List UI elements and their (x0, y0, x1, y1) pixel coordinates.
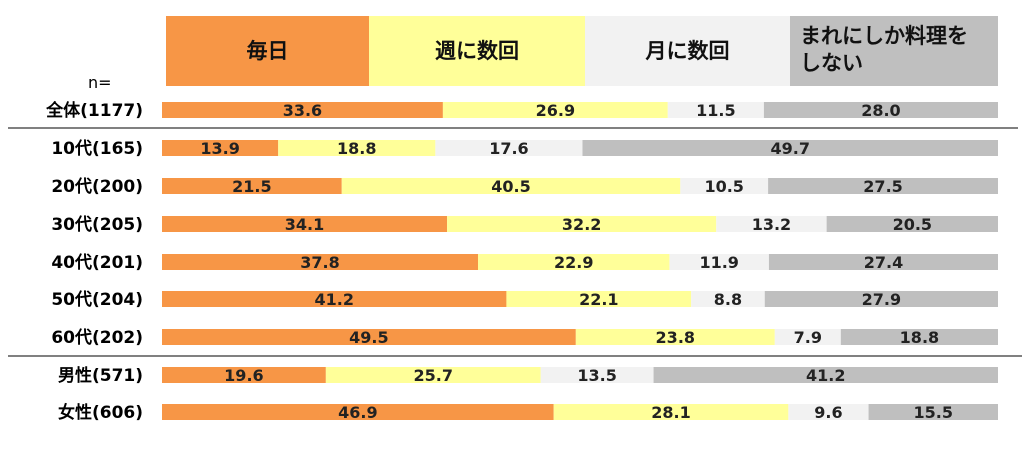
bar-row6-series2 (506, 291, 692, 307)
bar-row4-series3 (716, 216, 827, 232)
bar-row8-series3 (540, 367, 654, 383)
value-label-row6-series4: 27.9 (862, 290, 901, 309)
legend-label-1: 毎日 (247, 39, 289, 63)
value-label-row8-series1: 19.6 (224, 366, 263, 385)
value-label-row4-series2: 32.2 (562, 215, 601, 234)
value-label-row2-series1: 13.9 (200, 139, 239, 158)
value-label-row7-series4: 18.8 (900, 328, 939, 347)
bar-row9-series2 (553, 404, 789, 420)
category-label-4: 30代(205) (51, 214, 143, 235)
legend-label-3: 月に数回 (645, 39, 730, 63)
value-label-row5-series1: 37.8 (300, 253, 339, 272)
bar-row5-series3 (669, 254, 769, 270)
bar-row7-series2 (575, 329, 775, 345)
category-label-9: 女性(606) (58, 402, 143, 423)
bar-row1-series3 (667, 102, 764, 118)
legend-swatch-1 (166, 16, 369, 86)
category-label-5: 40代(201) (51, 252, 143, 273)
legend-label-4: まれにしか料理をしない (800, 24, 968, 75)
value-label-row5-series2: 22.9 (554, 253, 593, 272)
legend-label-4-line2: しない (800, 51, 863, 75)
value-label-row5-series4: 27.4 (864, 253, 903, 272)
bar-row1-series1 (162, 102, 443, 118)
value-label-row8-series4: 41.2 (806, 366, 845, 385)
bar-row2-series2 (278, 140, 436, 156)
value-label-row1-series4: 28.0 (861, 101, 900, 120)
bar-row3-series3 (680, 178, 769, 194)
category-label-6: 50代(204) (51, 289, 143, 310)
value-label-row5-series3: 11.9 (699, 253, 738, 272)
bars: 33.6 26.9 11.5 28.0 13.9 18.8 17.6 49.7 21.5 40.5… (162, 101, 998, 422)
bar-row6-series1 (162, 291, 507, 307)
legend-swatch-4 (790, 16, 998, 86)
bar-row6-series4 (764, 291, 998, 307)
group-separators (8, 127, 1022, 357)
bar-row2-series1 (162, 140, 279, 156)
value-label-row6-series2: 22.1 (579, 290, 618, 309)
value-label-row6-series3: 8.8 (714, 290, 742, 309)
value-label-row3-series2: 40.5 (491, 177, 530, 196)
category-label-8: 男性(571) (58, 365, 143, 386)
legend-swatch-2 (369, 16, 585, 86)
bar-row1-series4 (763, 102, 998, 118)
value-label-row4-series3: 13.2 (752, 215, 791, 234)
bar-row4-series2 (447, 216, 717, 232)
value-label-row6-series1: 41.2 (314, 290, 353, 309)
legend-label-2: 週に数回 (435, 39, 519, 63)
bar-row9-series1 (162, 404, 554, 420)
value-label-row1-series1: 33.6 (283, 101, 322, 120)
category-label-3: 20代(200) (51, 176, 143, 197)
bar-row7-series4 (840, 329, 998, 345)
bar-row8-series2 (325, 367, 541, 383)
value-label-row2-series3: 17.6 (489, 139, 528, 158)
value-label-row2-series4: 49.7 (771, 139, 810, 158)
value-label-row3-series3: 10.5 (704, 177, 743, 196)
category-label-2: 10代(165) (51, 138, 143, 159)
value-label-row7-series2: 23.8 (656, 328, 695, 347)
value-label-row8-series3: 13.5 (577, 366, 616, 385)
bar-row2-series3 (435, 140, 583, 156)
value-label-row9-series1: 46.9 (338, 403, 377, 422)
bar-row4-series1 (162, 216, 448, 232)
legend-swatch-3 (585, 16, 790, 86)
value-label-row8-series2: 25.7 (414, 366, 453, 385)
bar-row5-series1 (162, 254, 479, 270)
value-label-row9-series3: 9.6 (814, 403, 842, 422)
bar-row6-series3 (691, 291, 765, 307)
category-labels: 全体(1177) 10代(165) 20代(200) 30代(205) 40代(201)… (45, 100, 143, 423)
value-label-row2-series2: 18.8 (337, 139, 376, 158)
value-label-row9-series4: 15.5 (914, 403, 953, 422)
bar-row5-series2 (478, 254, 670, 270)
bar-row9-series4 (868, 404, 998, 420)
bar-row8-series1 (162, 367, 326, 383)
bar-row9-series3 (788, 404, 869, 420)
value-label-row7-series1: 49.5 (349, 328, 388, 347)
bar-row3-series4 (768, 178, 998, 194)
value-label-row1-series2: 26.9 (536, 101, 575, 120)
category-label-1: 全体(1177) (45, 100, 143, 121)
legend-label-4-line1: まれにしか料理を (800, 24, 968, 48)
bar-row3-series2 (341, 178, 681, 194)
value-label-row9-series2: 28.1 (651, 403, 690, 422)
value-label-row3-series4: 27.5 (863, 177, 902, 196)
value-label-row4-series1: 34.1 (285, 215, 324, 234)
bar-row7-series3 (774, 329, 841, 345)
bar-row5-series4 (768, 254, 998, 270)
bar-row1-series2 (442, 102, 668, 118)
value-label-row7-series3: 7.9 (794, 328, 822, 347)
bar-row4-series4 (826, 216, 998, 232)
value-label-row4-series4: 20.5 (893, 215, 932, 234)
bar-row3-series1 (162, 178, 342, 194)
legend: 毎日 週に数回 月に数回 まれにしか料理をしない (166, 16, 998, 86)
bar-row2-series4 (582, 140, 998, 156)
bar-row7-series1 (162, 329, 576, 345)
bar-row8-series4 (653, 367, 998, 383)
category-label-7: 60代(202) (51, 327, 143, 348)
n-label: n= (88, 73, 112, 92)
value-label-row3-series1: 21.5 (232, 177, 271, 196)
value-label-row1-series3: 11.5 (696, 101, 735, 120)
